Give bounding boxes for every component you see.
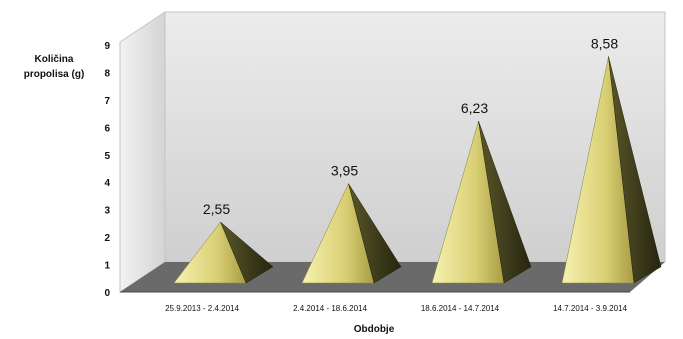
y-axis-label-line-1: Količina [35,54,74,65]
plot-walls [119,11,666,293]
x-tick-label: 25.9.2013 - 2.4.2014 [165,304,239,313]
y-tick-label: 9 [104,41,110,52]
y-tick-label: 5 [104,151,110,162]
x-axis-ticks: 25.9.2013 - 2.4.2014 2.4.2014 - 18.6.2014… [165,304,627,313]
pyramid-side-face [608,56,662,284]
value-label: 6,23 [461,100,488,116]
y-tick-label: 0 [104,288,110,299]
x-axis-label: Obdobje [354,324,395,335]
y-tick-label: 2 [104,233,110,244]
pyramid-bar [431,120,532,284]
pyramid-side-face [348,183,402,284]
pyramid-bar [561,56,662,284]
value-label: 3,95 [331,163,358,179]
pyramid-bar [301,182,402,284]
x-tick-label: 2.4.2014 - 18.6.2014 [293,304,367,313]
side-wall [119,11,166,293]
y-axis-ticks: 0 1 2 3 4 5 6 7 8 9 [104,41,110,299]
value-label: 8,58 [591,36,618,52]
value-labels: 2,55 3,95 6,23 8,58 [203,36,618,217]
pyramid-side-face [478,120,532,284]
pyramid-side-face [220,221,274,284]
y-axis-label-line-2: propolisa (g) [24,69,85,80]
y-tick-label: 3 [104,206,110,217]
pyramid-bar [173,221,274,284]
value-label: 2,55 [203,201,230,217]
x-tick-label: 18.6.2014 - 14.7.2014 [421,304,500,313]
y-tick-label: 4 [104,178,110,189]
x-tick-label: 14.7.2014 - 3.9.2014 [553,304,627,313]
y-tick-label: 7 [104,96,110,107]
y-tick-label: 6 [104,123,110,134]
y-tick-label: 1 [104,261,110,272]
y-tick-label: 8 [104,68,110,79]
bar-marks [173,56,662,284]
